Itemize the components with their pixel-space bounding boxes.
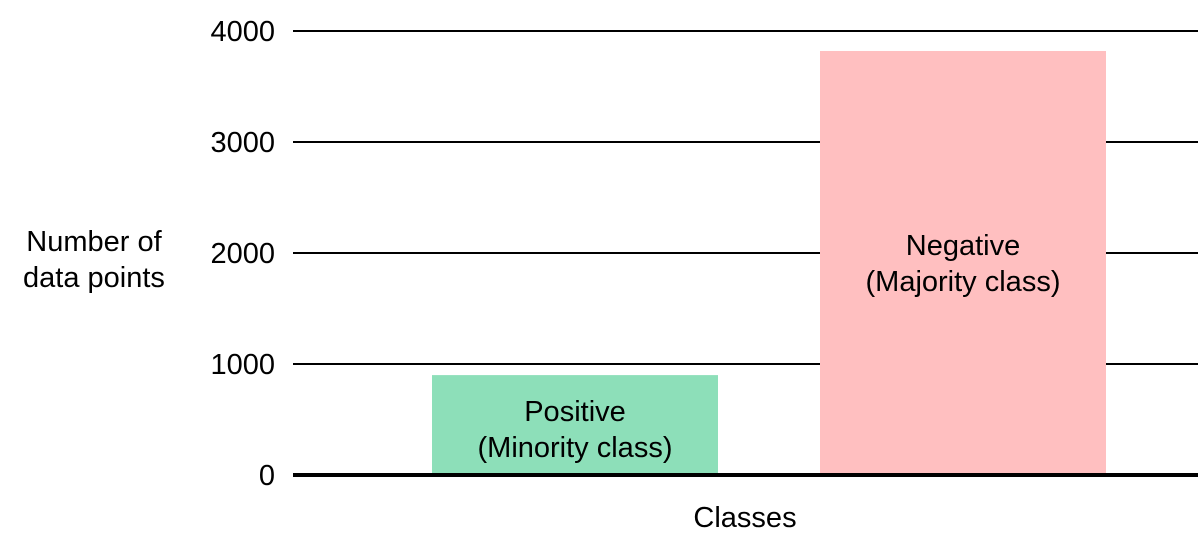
y-tick-label-1000: 1000 <box>210 349 275 381</box>
y-axis-label: Number of data points <box>23 226 165 294</box>
bar-label-1: Negative (Majority class) <box>866 230 1061 298</box>
bar-label-0: Positive (Minority class) <box>478 396 673 464</box>
bars <box>432 50 1106 475</box>
x-axis-label: Classes <box>693 502 796 534</box>
bar-0 <box>432 375 718 475</box>
y-tick-label-2000: 2000 <box>210 238 275 270</box>
y-tick-labels: 0 1000 2000 3000 4000 <box>210 16 275 492</box>
bar-labels: Positive (Minority class) Negative (Majorit… <box>478 230 1061 464</box>
y-tick-label-4000: 4000 <box>210 16 275 48</box>
bar-1 <box>820 50 1106 475</box>
y-tick-label-3000: 3000 <box>210 127 275 159</box>
y-tick-label-0: 0 <box>259 460 275 492</box>
